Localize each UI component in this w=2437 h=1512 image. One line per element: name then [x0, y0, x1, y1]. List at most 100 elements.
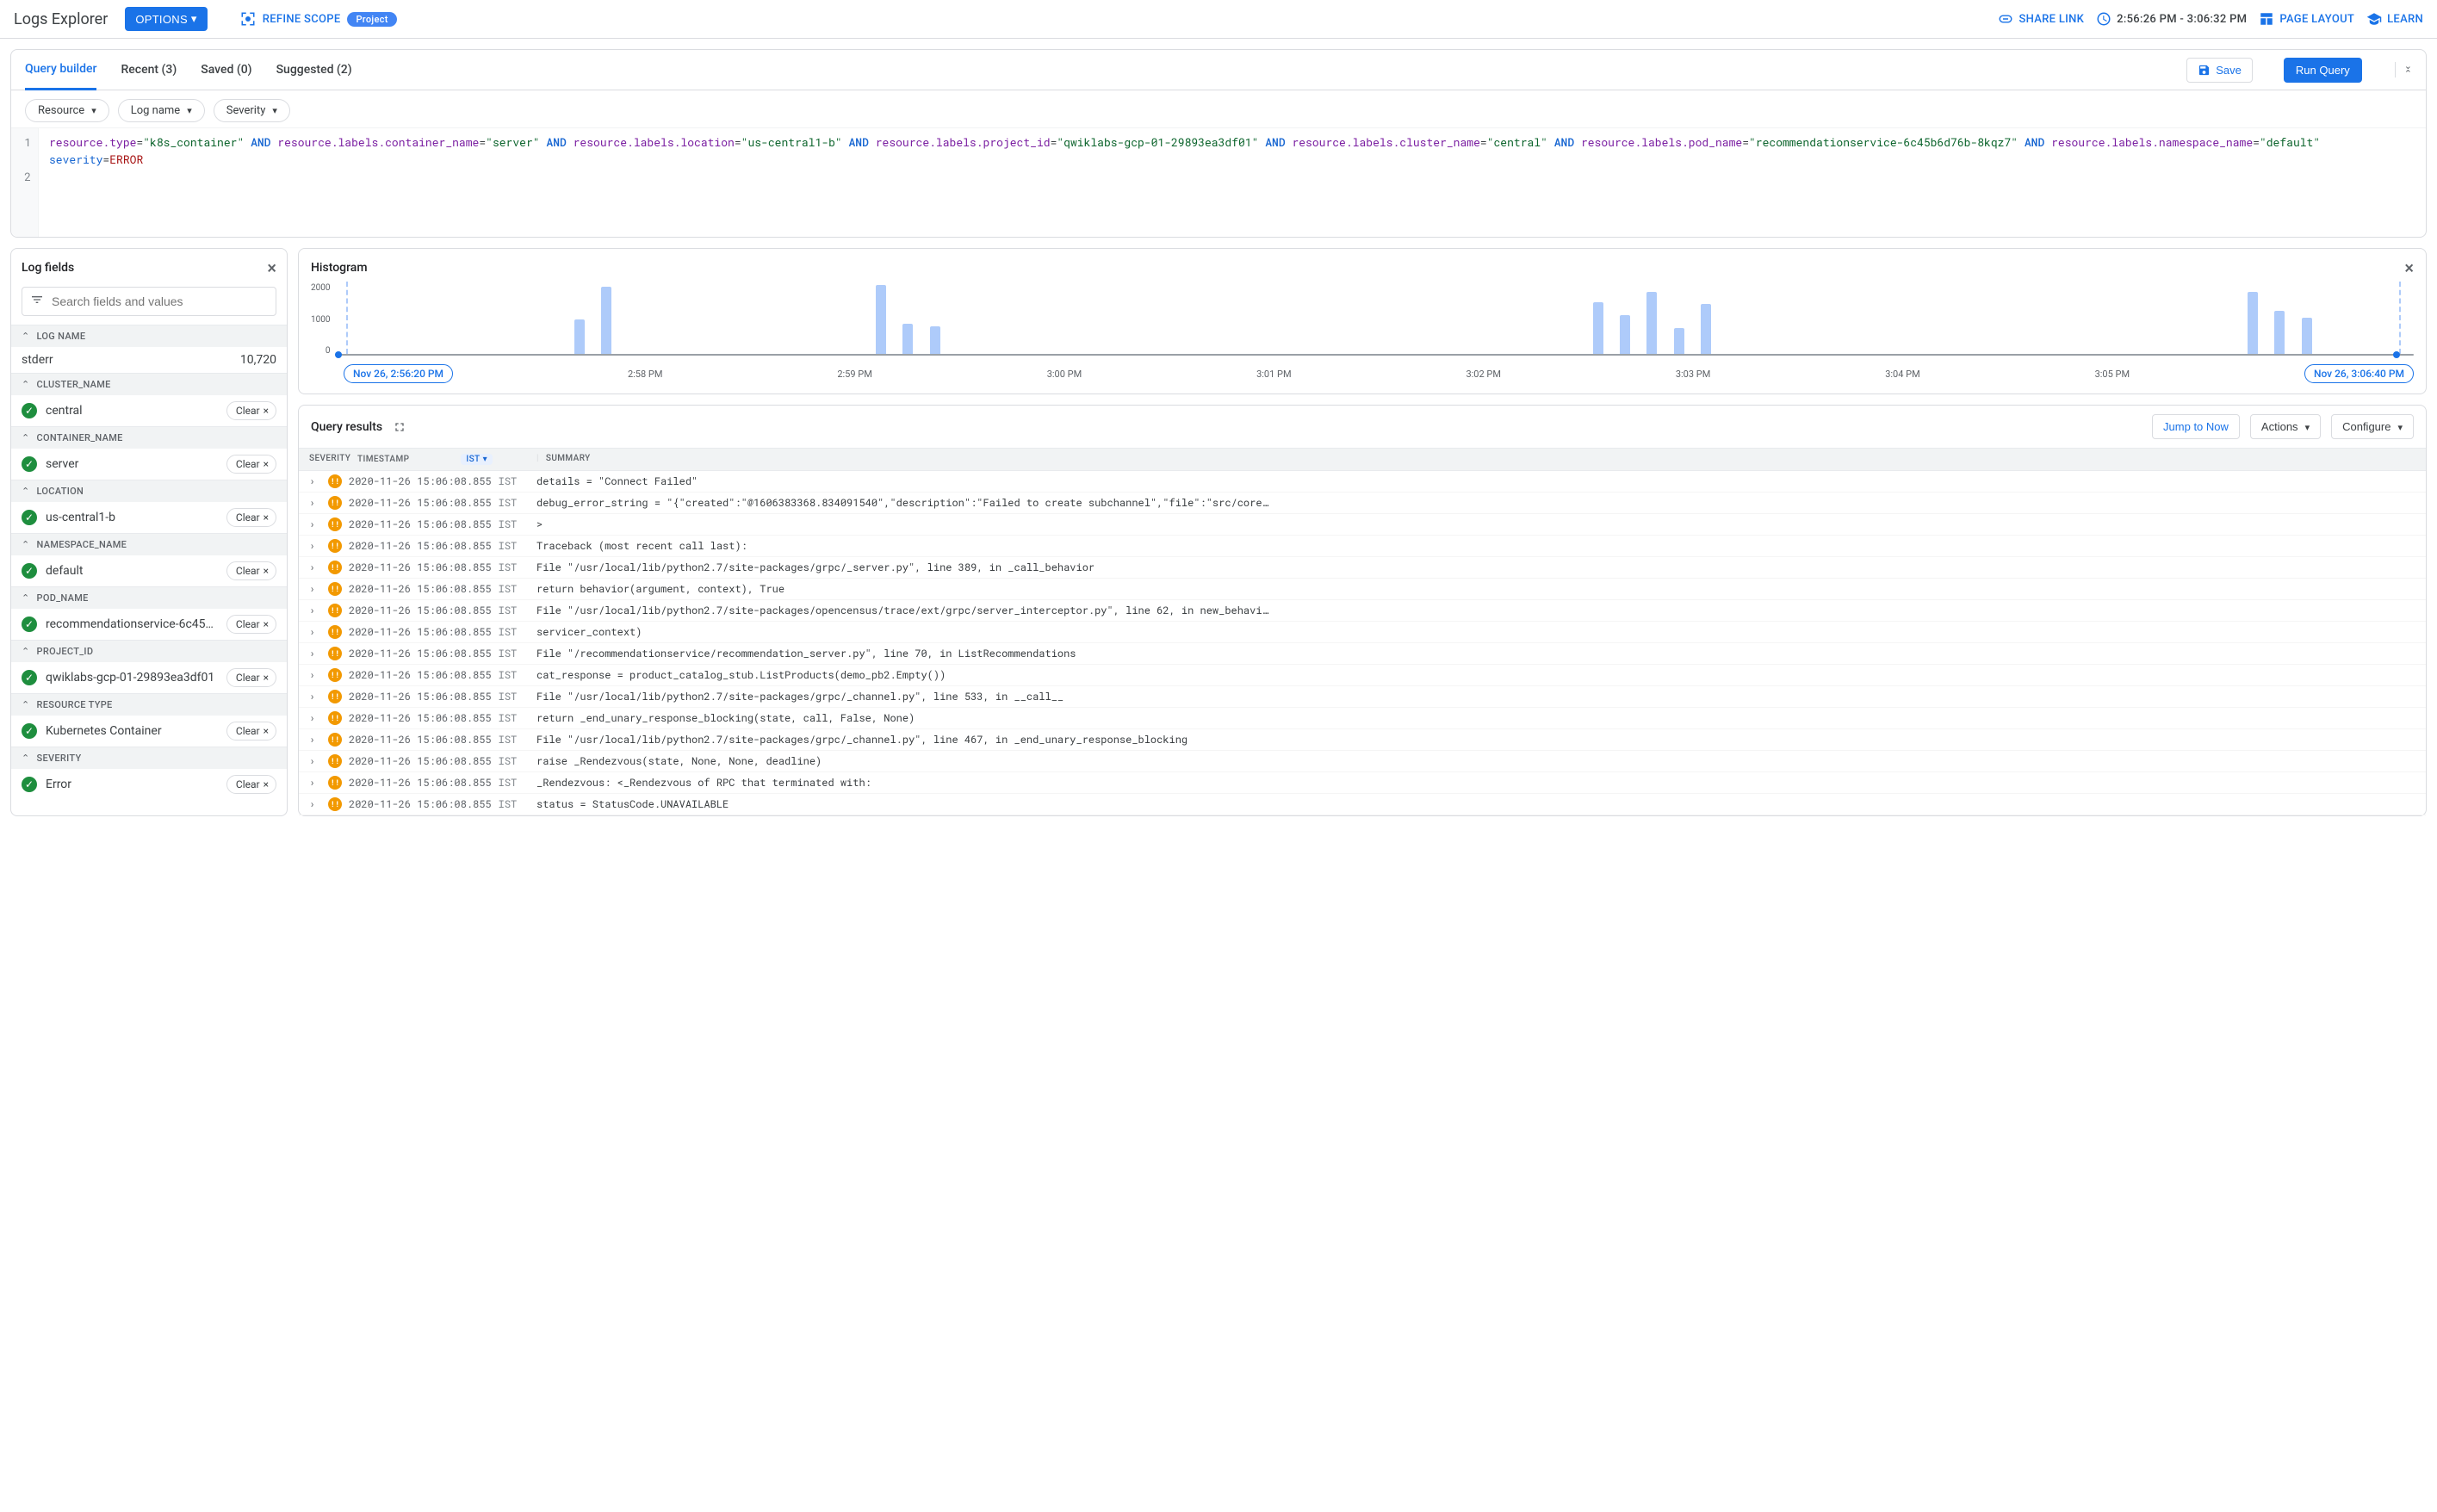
- log-row[interactable]: ›!!2020-11-26 15:06:08.855ISTcat_respons…: [299, 665, 2426, 686]
- log-row[interactable]: ›!!2020-11-26 15:06:08.855ISTFile "/usr/…: [299, 600, 2426, 622]
- field-row[interactable]: ✓ErrorClear ×: [11, 769, 287, 800]
- histogram-bar[interactable]: [1701, 304, 1711, 354]
- log-row[interactable]: ›!!2020-11-26 15:06:08.855ISTdetails = "…: [299, 471, 2426, 493]
- histogram-bar[interactable]: [601, 287, 611, 354]
- histogram-bar[interactable]: [902, 324, 913, 354]
- expand-row-icon[interactable]: ›: [309, 582, 321, 596]
- query-editor[interactable]: 1 2 resource.type="k8s_container" AND re…: [11, 127, 2426, 237]
- run-query-button[interactable]: Run Query: [2284, 58, 2362, 83]
- close-icon[interactable]: ×: [267, 257, 276, 278]
- log-row[interactable]: ›!!2020-11-26 15:06:08.855ISTFile "/usr/…: [299, 557, 2426, 579]
- histogram-bar[interactable]: [2302, 318, 2312, 354]
- clear-filter-button[interactable]: Clear ×: [226, 401, 276, 420]
- range-start-chip[interactable]: Nov 26, 2:56:20 PM: [344, 364, 453, 383]
- tab-saved[interactable]: Saved (0): [201, 51, 251, 89]
- log-row[interactable]: ›!!2020-11-26 15:06:08.855ISTstatus = St…: [299, 794, 2426, 815]
- expand-row-icon[interactable]: ›: [309, 690, 321, 703]
- histogram-bar[interactable]: [1674, 328, 1684, 354]
- clear-filter-button[interactable]: Clear ×: [226, 561, 276, 580]
- timezone-chip[interactable]: IST ▾: [461, 454, 493, 465]
- field-group-header[interactable]: ⌃LOCATION: [11, 480, 287, 502]
- log-row[interactable]: ›!!2020-11-26 15:06:08.855ISTFile "/reco…: [299, 643, 2426, 665]
- histogram-bar[interactable]: [574, 319, 585, 354]
- histogram-bar[interactable]: [876, 285, 886, 354]
- chart-area[interactable]: [335, 282, 2414, 356]
- field-group-header[interactable]: ⌃CONTAINER_NAME: [11, 426, 287, 449]
- field-group-header[interactable]: ⌃PROJECT_ID: [11, 640, 287, 662]
- configure-button[interactable]: Configure: [2331, 414, 2414, 439]
- expand-row-icon[interactable]: ›: [309, 517, 321, 531]
- expand-row-icon[interactable]: ›: [309, 625, 321, 639]
- expand-row-icon[interactable]: ›: [309, 776, 321, 790]
- range-end-handle[interactable]: [2393, 351, 2400, 358]
- learn-button[interactable]: LEARN: [2366, 11, 2423, 27]
- field-row[interactable]: ✓centralClear ×: [11, 395, 287, 426]
- field-group-header[interactable]: ⌃POD_NAME: [11, 586, 287, 609]
- histogram-bar[interactable]: [930, 326, 940, 354]
- expand-row-icon[interactable]: ›: [309, 539, 321, 553]
- tab-suggested[interactable]: Suggested (2): [276, 51, 352, 89]
- histogram-bar[interactable]: [1646, 292, 1657, 354]
- fullscreen-icon[interactable]: [393, 420, 406, 434]
- field-row[interactable]: ✓Kubernetes ContainerClear ×: [11, 716, 287, 747]
- expand-row-icon[interactable]: ›: [309, 647, 321, 660]
- field-group-header[interactable]: ⌃RESOURCE TYPE: [11, 693, 287, 716]
- field-row[interactable]: ✓serverClear ×: [11, 449, 287, 480]
- clear-filter-button[interactable]: Clear ×: [226, 775, 276, 794]
- field-row[interactable]: ✓recommendationservice-6c45b...Clear ×: [11, 609, 287, 640]
- field-group-header[interactable]: ⌃NAMESPACE_NAME: [11, 533, 287, 555]
- close-icon[interactable]: ×: [2404, 257, 2414, 278]
- query-code[interactable]: resource.type="k8s_container" AND resour…: [39, 128, 2426, 237]
- log-row[interactable]: ›!!2020-11-26 15:06:08.855ISTreturn _end…: [299, 708, 2426, 729]
- clear-filter-button[interactable]: Clear ×: [226, 508, 276, 527]
- clear-filter-button[interactable]: Clear ×: [226, 455, 276, 474]
- expand-row-icon[interactable]: ›: [309, 604, 321, 617]
- log-row[interactable]: ›!!2020-11-26 15:06:08.855IST_Rendezvous…: [299, 772, 2426, 794]
- expand-row-icon[interactable]: ›: [309, 754, 321, 768]
- collapse-toggle[interactable]: ⌄ ⌃: [2395, 62, 2412, 77]
- resource-chip[interactable]: Resource: [25, 99, 109, 122]
- log-row[interactable]: ›!!2020-11-26 15:06:08.855ISTraise _Rend…: [299, 751, 2426, 772]
- jump-to-now-button[interactable]: Jump to Now: [2152, 414, 2240, 439]
- histogram-bar[interactable]: [1593, 302, 1603, 354]
- range-end-chip[interactable]: Nov 26, 3:06:40 PM: [2304, 364, 2414, 383]
- actions-button[interactable]: Actions: [2250, 414, 2321, 439]
- field-row[interactable]: stderr10,720: [11, 347, 287, 373]
- clear-filter-button[interactable]: Clear ×: [226, 668, 276, 687]
- expand-row-icon[interactable]: ›: [309, 668, 321, 682]
- log-row[interactable]: ›!!2020-11-26 15:06:08.855ISTFile "/usr/…: [299, 686, 2426, 708]
- tab-query-builder[interactable]: Query builder: [25, 50, 96, 90]
- clear-filter-button[interactable]: Clear ×: [226, 722, 276, 741]
- time-range-button[interactable]: 2:56:26 PM - 3:06:32 PM: [2096, 11, 2247, 27]
- severity-chip[interactable]: Severity: [214, 99, 290, 122]
- field-group-header[interactable]: ⌃CLUSTER_NAME: [11, 373, 287, 395]
- log-row[interactable]: ›!!2020-11-26 15:06:08.855ISTservicer_co…: [299, 622, 2426, 643]
- expand-row-icon[interactable]: ›: [309, 711, 321, 725]
- range-start-handle[interactable]: [335, 351, 342, 358]
- log-row[interactable]: ›!!2020-11-26 15:06:08.855ISTdebug_error…: [299, 493, 2426, 514]
- log-row[interactable]: ›!!2020-11-26 15:06:08.855IST>: [299, 514, 2426, 536]
- expand-row-icon[interactable]: ›: [309, 561, 321, 574]
- options-button[interactable]: OPTIONS ▾: [125, 7, 207, 31]
- tab-recent[interactable]: Recent (3): [121, 51, 177, 89]
- histogram-bar[interactable]: [1620, 315, 1630, 354]
- expand-row-icon[interactable]: ›: [309, 733, 321, 747]
- expand-row-icon[interactable]: ›: [309, 474, 321, 488]
- field-row[interactable]: ✓qwiklabs-gcp-01-29893ea3df01Clear ×: [11, 662, 287, 693]
- expand-row-icon[interactable]: ›: [309, 496, 321, 510]
- share-link-button[interactable]: SHARE LINK: [1998, 11, 2084, 27]
- logname-chip[interactable]: Log name: [118, 99, 205, 122]
- log-row[interactable]: ›!!2020-11-26 15:06:08.855ISTFile "/usr/…: [299, 729, 2426, 751]
- field-group-header[interactable]: ⌃LOG NAME: [11, 325, 287, 347]
- field-row[interactable]: ✓us-central1-bClear ×: [11, 502, 287, 533]
- search-fields-input[interactable]: [22, 287, 276, 316]
- log-row[interactable]: ›!!2020-11-26 15:06:08.855ISTTraceback (…: [299, 536, 2426, 557]
- log-row[interactable]: ›!!2020-11-26 15:06:08.855ISTreturn beha…: [299, 579, 2426, 600]
- field-row[interactable]: ✓defaultClear ×: [11, 555, 287, 586]
- field-group-header[interactable]: ⌃SEVERITY: [11, 747, 287, 769]
- histogram-bar[interactable]: [2274, 311, 2285, 354]
- refine-scope-button[interactable]: REFINE SCOPE Project: [240, 11, 397, 27]
- clear-filter-button[interactable]: Clear ×: [226, 615, 276, 634]
- save-button[interactable]: Save: [2186, 58, 2253, 83]
- histogram-bar[interactable]: [2248, 292, 2258, 354]
